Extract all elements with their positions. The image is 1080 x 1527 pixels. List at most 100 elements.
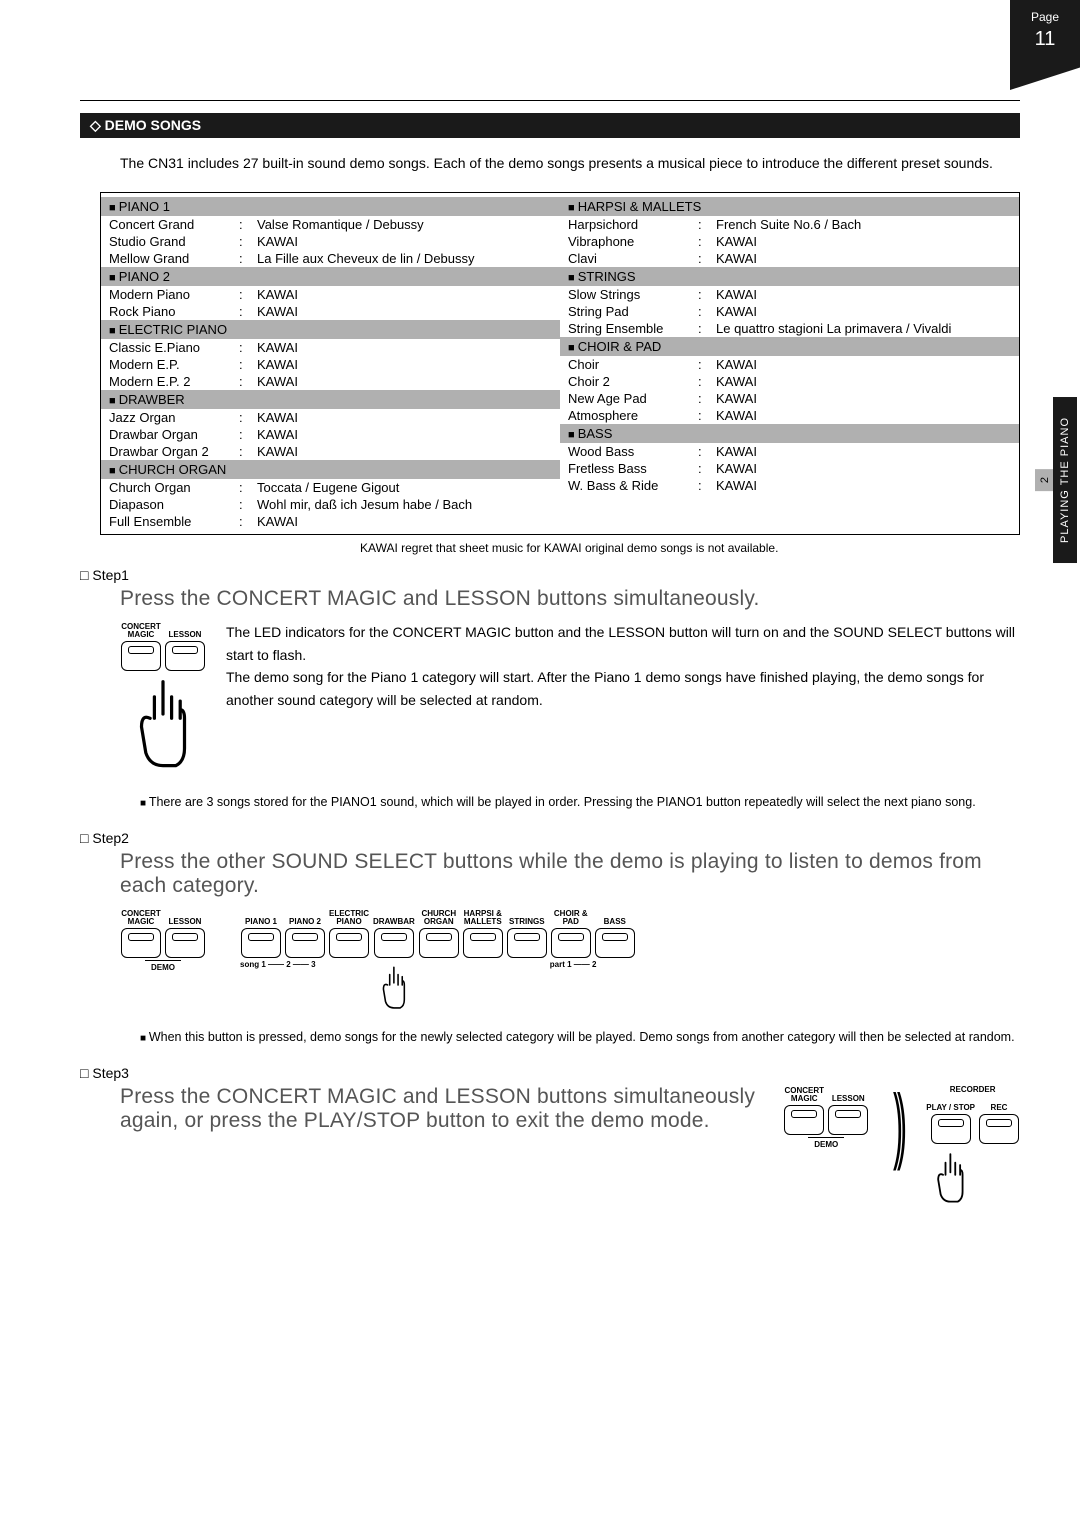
- lesson-label-3: LESSON: [832, 1085, 865, 1103]
- church-label: CHURCH ORGAN: [421, 908, 456, 926]
- step1-main: Press the CONCERT MAGIC and LESSON butto…: [120, 587, 1020, 611]
- electric-button[interactable]: [329, 928, 369, 958]
- side-tab-num: 2: [1035, 469, 1053, 491]
- concert-magic-button[interactable]: [121, 641, 161, 671]
- step1-text1: The LED indicators for the CONCERT MAGIC…: [226, 621, 1020, 666]
- page-label: Page: [1010, 10, 1080, 24]
- bass-label: BASS: [604, 908, 626, 926]
- piano1-label: PIANO 1: [245, 908, 277, 926]
- piano2-button[interactable]: [285, 928, 325, 958]
- lesson-label: LESSON: [169, 621, 202, 639]
- table-row: Rock Piano:KAWAI: [101, 303, 560, 320]
- hand-icon-3: [926, 1148, 975, 1209]
- song-span-label: song 1 —— 2 —— 3: [240, 960, 316, 969]
- table-row: Full Ensemble:KAWAI: [101, 513, 560, 530]
- step3-diagram-left: CONCERT MAGIC LESSON DEMO: [783, 1085, 869, 1149]
- group-header: CHURCH ORGAN: [101, 460, 560, 479]
- section-header: DEMO SONGS: [80, 113, 1020, 138]
- lesson-button-2[interactable]: [165, 928, 205, 958]
- table-row: Drawbar Organ 2:KAWAI: [101, 443, 560, 460]
- table-row: Clavi:KAWAI: [560, 250, 1019, 267]
- step1-button-diagram: CONCERT MAGIC LESSON: [120, 621, 206, 779]
- hand-icon-2: [373, 962, 415, 1014]
- table-row: Modern E.P. 2:KAWAI: [101, 373, 560, 390]
- table-row: Vibraphone:KAWAI: [560, 233, 1019, 250]
- concert-magic-button-3[interactable]: [784, 1105, 824, 1135]
- lesson-button-3[interactable]: [828, 1105, 868, 1135]
- top-rule: [80, 100, 1020, 101]
- group-header: HARPSI & MALLETS: [560, 197, 1019, 216]
- table-row: New Age Pad:KAWAI: [560, 390, 1019, 407]
- table-row: Fretless Bass:KAWAI: [560, 460, 1019, 477]
- step2-button-diagram: CONCERT MAGIC LESSON DEMO PIANO 1 PIANO …: [120, 908, 1020, 1014]
- strings-button[interactable]: [507, 928, 547, 958]
- side-tab-label: PLAYING THE PIANO: [1053, 397, 1077, 563]
- table-row: Choir 2:KAWAI: [560, 373, 1019, 390]
- concert-magic-label: CONCERT MAGIC: [121, 621, 161, 639]
- step3-main: Press the CONCERT MAGIC and LESSON butto…: [120, 1085, 763, 1133]
- table-row: Choir:KAWAI: [560, 356, 1019, 373]
- table-row: Harpsichord:French Suite No.6 / Bach: [560, 216, 1019, 233]
- double-paren-icon: )): [893, 1083, 901, 1167]
- table-row: Classic E.Piano:KAWAI: [101, 339, 560, 356]
- table-row: Modern Piano:KAWAI: [101, 286, 560, 303]
- drawbar-button[interactable]: [374, 928, 414, 958]
- step3-diagram-right: RECORDER PLAY / STOP REC: [925, 1085, 1020, 1209]
- table-row: Slow Strings:KAWAI: [560, 286, 1019, 303]
- bass-button[interactable]: [595, 928, 635, 958]
- lesson-label-2: LESSON: [169, 908, 202, 926]
- concert-magic-label-3: CONCERT MAGIC: [784, 1085, 824, 1103]
- piano2-label: PIANO 2: [289, 908, 321, 926]
- hand-icon: [120, 671, 206, 779]
- step2-main: Press the other SOUND SELECT buttons whi…: [120, 850, 1020, 898]
- group-header: CHOIR & PAD: [560, 337, 1019, 356]
- table-row: Drawbar Organ:KAWAI: [101, 426, 560, 443]
- step1-note: There are 3 songs stored for the PIANO1 …: [140, 793, 1020, 812]
- step3-heading: Step3: [80, 1065, 1020, 1081]
- demo-underlabel-2: DEMO: [808, 1137, 844, 1149]
- group-header: STRINGS: [560, 267, 1019, 286]
- concert-magic-label-2: CONCERT MAGIC: [121, 908, 161, 926]
- table-row: String Ensemble:Le quattro stagioni La p…: [560, 320, 1019, 337]
- side-tab: 2 PLAYING THE PIANO: [1035, 380, 1080, 580]
- choir-button[interactable]: [551, 928, 591, 958]
- step1-heading: Step1: [80, 567, 1020, 583]
- church-button[interactable]: [419, 928, 459, 958]
- page-number: 11: [1010, 28, 1080, 51]
- table-row: Wood Bass:KAWAI: [560, 443, 1019, 460]
- lesson-button[interactable]: [165, 641, 205, 671]
- table-row: String Pad:KAWAI: [560, 303, 1019, 320]
- group-header: PIANO 1: [101, 197, 560, 216]
- rec-button[interactable]: [979, 1114, 1019, 1144]
- strings-label: STRINGS: [509, 908, 545, 926]
- playstop-button[interactable]: [931, 1114, 971, 1144]
- table-row: Church Organ:Toccata / Eugene Gigout: [101, 479, 560, 496]
- rec-label: REC: [991, 1094, 1008, 1112]
- table-row: Mellow Grand:La Fille aux Cheveux de lin…: [101, 250, 560, 267]
- group-header: ELECTRIC PIANO: [101, 320, 560, 339]
- demo-songs-table: PIANO 1Concert Grand:Valse Romantique / …: [100, 192, 1020, 535]
- group-header: PIANO 2: [101, 267, 560, 286]
- group-header: BASS: [560, 424, 1019, 443]
- table-row: Studio Grand:KAWAI: [101, 233, 560, 250]
- step1-text2: The demo song for the Piano 1 category w…: [226, 666, 1020, 711]
- table-footnote: KAWAI regret that sheet music for KAWAI …: [360, 541, 1020, 555]
- demo-underlabel: DEMO: [145, 960, 181, 972]
- step1-body: The LED indicators for the CONCERT MAGIC…: [226, 621, 1020, 711]
- table-row: Jazz Organ:KAWAI: [101, 409, 560, 426]
- step2-heading: Step2: [80, 830, 1020, 846]
- harpsi-label: HARPSI & MALLETS: [464, 908, 502, 926]
- table-row: Diapason:Wohl mir, daß ich Jesum habe / …: [101, 496, 560, 513]
- concert-magic-button-2[interactable]: [121, 928, 161, 958]
- drawbar-label: DRAWBAR: [373, 908, 415, 926]
- table-row: Atmosphere:KAWAI: [560, 407, 1019, 424]
- choir-label: CHOIR & PAD: [554, 908, 588, 926]
- playstop-label: PLAY / STOP: [926, 1094, 975, 1112]
- intro-text: The CN31 includes 27 built-in sound demo…: [120, 152, 1020, 174]
- table-row: W. Bass & Ride:KAWAI: [560, 477, 1019, 494]
- harpsi-button[interactable]: [463, 928, 503, 958]
- group-header: DRAWBER: [101, 390, 560, 409]
- part-span-label: part 1 —— 2: [550, 960, 597, 969]
- table-row: Modern E.P.:KAWAI: [101, 356, 560, 373]
- piano1-button[interactable]: [241, 928, 281, 958]
